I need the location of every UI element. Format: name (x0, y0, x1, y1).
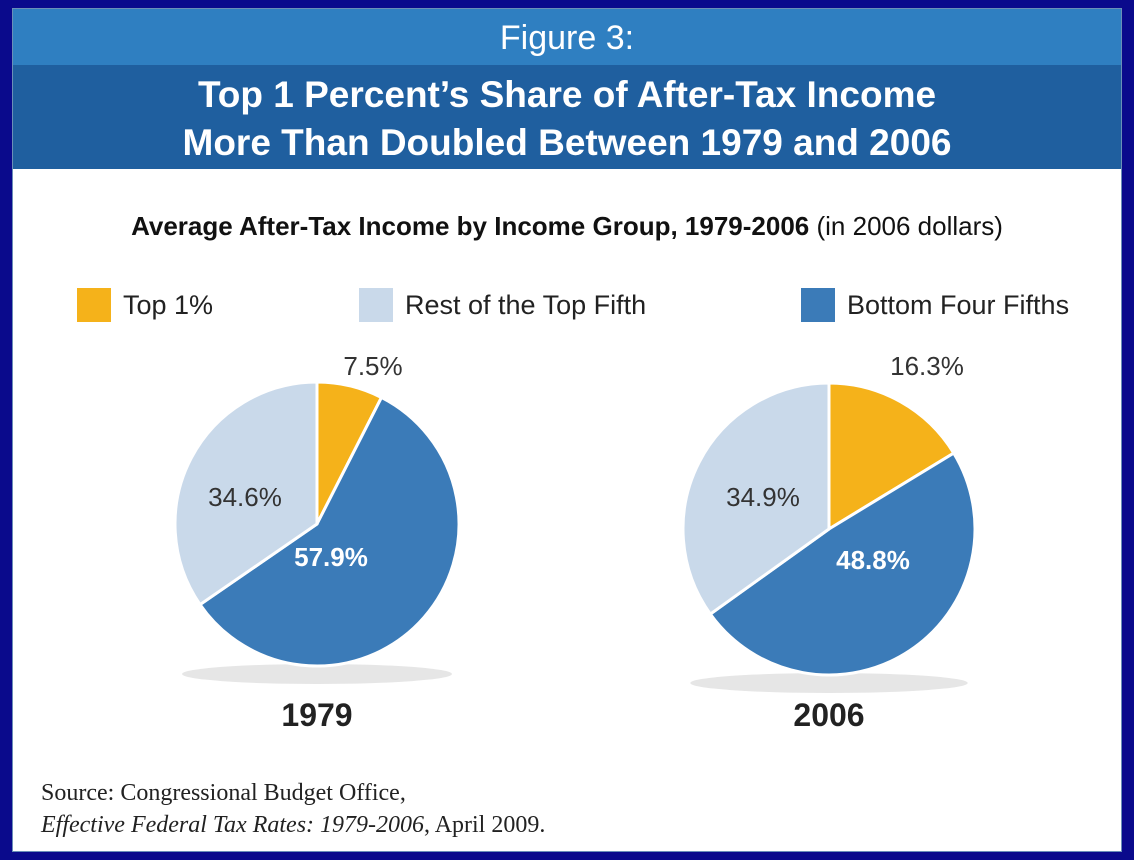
pie-title-2006: 2006 (793, 697, 864, 733)
legend-swatch-rest-top-fifth (359, 288, 393, 322)
title-banner: Figure 3: Top 1 Percent’s Share of After… (13, 9, 1121, 169)
figure-frame: Figure 3: Top 1 Percent’s Share of After… (12, 8, 1122, 852)
pie-slice-1979-bottom-four-fifths (197, 395, 461, 668)
legend-item-bottom-four-fifths: Bottom Four Fifths (801, 287, 1069, 323)
slice-label-2006-bottom-four-fifths: 48.8% (836, 545, 910, 575)
legend-item-rest-top-fifth: Rest of the Top Fifth (359, 287, 646, 323)
legend-label-rest-top-fifth: Rest of the Top Fifth (405, 289, 647, 320)
legend-label-bottom-four-fifths: Bottom Four Fifths (847, 289, 1070, 320)
headline: Top 1 Percent’s Share of After-Tax Incom… (13, 71, 1121, 167)
pie-charts: 7.5% 57.9% 34.6% 1979 16.3% 48.8% 34.9% 2006 (173, 351, 977, 733)
pie-slice-2006-top-1 (827, 381, 956, 532)
source-title: Effective Federal Tax Rates: 1979-2006 (41, 812, 425, 838)
source-note: Source: Congressional Budget Office, Eff… (41, 777, 545, 841)
chart-subtitle: Average After-Tax Income by Income Group… (13, 211, 1121, 242)
slice-label-2006-rest-of-the-top-fifth: 34.9% (726, 482, 800, 512)
pie-slice-2006-rest-of-the-top-fifth (681, 381, 831, 617)
slice-label-2006-top-1: 16.3% (890, 351, 964, 381)
pie-slice-2006-bottom-four-fifths (708, 451, 977, 677)
headline-line-1: Top 1 Percent’s Share of After-Tax Incom… (197, 74, 937, 115)
source-line-2: Effective Federal Tax Rates: 1979-2006, … (41, 809, 545, 841)
figure-label: Figure 3: (499, 19, 635, 57)
legend-swatch-bottom-four-fifths (801, 288, 835, 322)
pie-shadow-1979 (182, 664, 452, 684)
subtitle-bold: Average After-Tax Income by Income Group… (131, 211, 810, 241)
slice-label-1979-top-1: 7.5% (343, 351, 402, 381)
pie-title-1979: 1979 (281, 697, 352, 733)
source-line-1: Source: Congressional Budget Office, (41, 780, 406, 806)
subtitle-units: (in 2006 dollars) (816, 211, 1003, 241)
slice-label-1979-rest-of-the-top-fifth: 34.6% (208, 482, 282, 512)
legend-item-top-1: Top 1% (77, 287, 213, 323)
legend-label-top-1: Top 1% (123, 289, 214, 320)
slice-label-1979-bottom-four-fifths: 57.9% (294, 542, 368, 572)
legend-swatch-top-1 (77, 288, 111, 322)
source-date: , April 2009. (424, 812, 546, 838)
headline-line-2: More Than Doubled Between 1979 and 2006 (182, 122, 952, 163)
pie-slice-1979-rest-of-the-top-fifth (173, 380, 319, 607)
pie-shadow-2006 (690, 673, 968, 693)
